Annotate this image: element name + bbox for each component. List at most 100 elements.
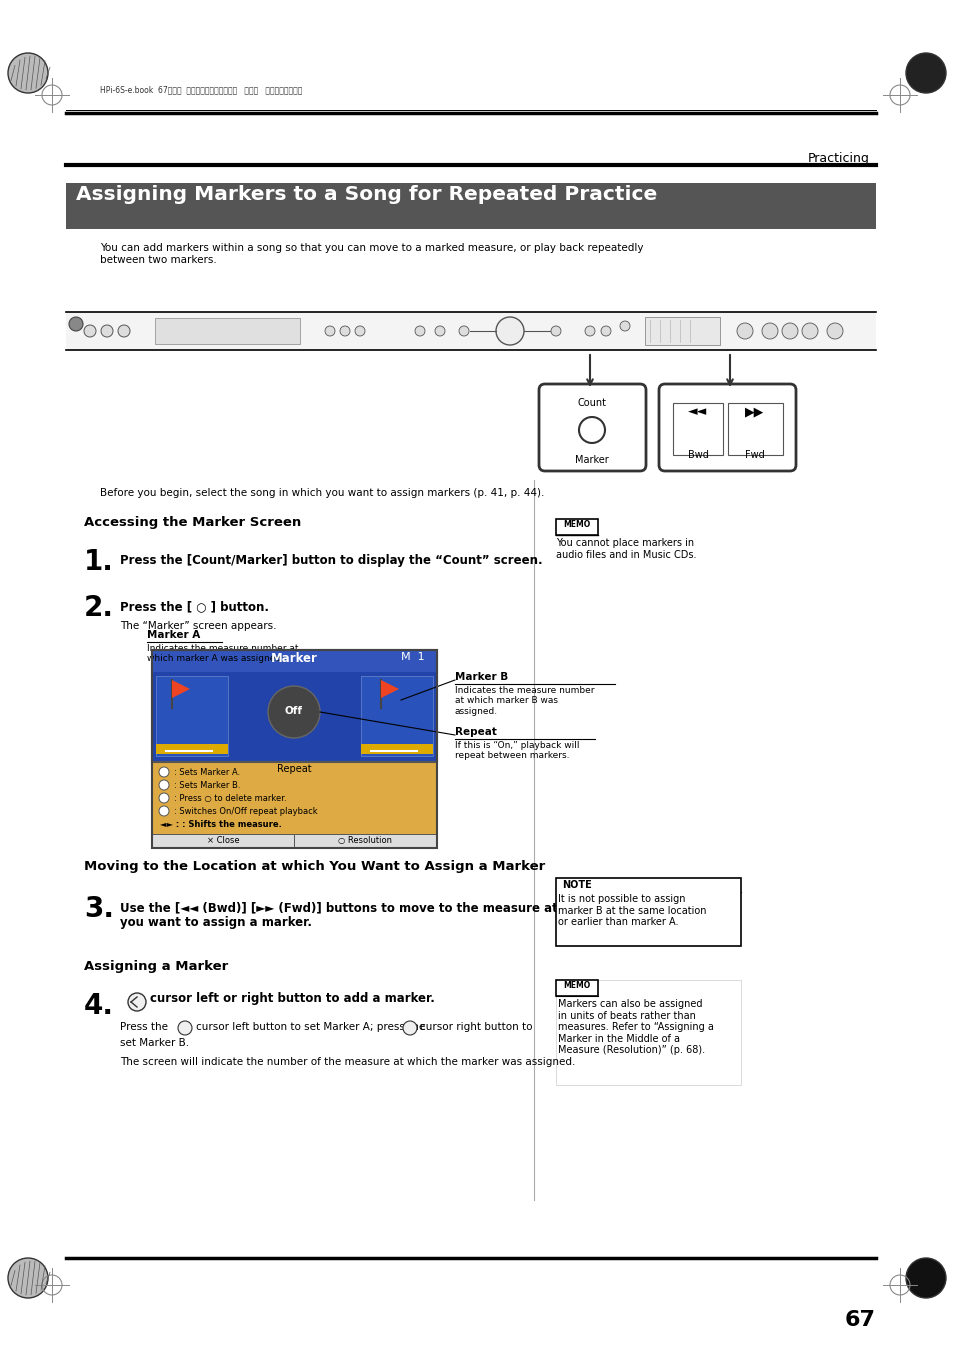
Text: ▶▶: ▶▶	[744, 405, 763, 417]
Circle shape	[600, 326, 610, 336]
Text: Accessing the Marker Screen: Accessing the Marker Screen	[84, 516, 301, 530]
Bar	[156, 676, 228, 757]
Text: Count: Count	[577, 399, 606, 408]
Circle shape	[159, 767, 169, 777]
Bar	[556, 878, 740, 946]
Circle shape	[101, 326, 112, 336]
Circle shape	[159, 793, 169, 802]
Text: Press the [ ○ ] button.: Press the [ ○ ] button.	[120, 600, 269, 613]
Circle shape	[458, 326, 469, 336]
Text: Repeat: Repeat	[276, 765, 311, 774]
Circle shape	[415, 326, 424, 336]
Text: ○ Resolution: ○ Resolution	[337, 836, 392, 844]
Bar	[152, 762, 436, 834]
Circle shape	[578, 417, 604, 443]
FancyBboxPatch shape	[659, 384, 795, 471]
Text: You cannot place markers in
audio files and in Music CDs.: You cannot place markers in audio files …	[556, 538, 696, 559]
Text: : Switches On/Off repeat playback: : Switches On/Off repeat playback	[173, 807, 317, 816]
Text: : Sets Marker A.: : Sets Marker A.	[173, 767, 240, 777]
Text: Fwd: Fwd	[744, 450, 764, 459]
Text: Before you begin, select the song in which you want to assign markers (p. 41, p.: Before you begin, select the song in whi…	[100, 488, 544, 499]
Circle shape	[619, 322, 629, 331]
Text: cursor left or right button to add a marker.: cursor left or right button to add a mar…	[150, 992, 435, 1005]
Bar	[152, 834, 294, 848]
Bar	[644, 317, 720, 345]
Bar	[556, 519, 598, 535]
Circle shape	[402, 1021, 416, 1035]
Circle shape	[781, 323, 797, 339]
FancyBboxPatch shape	[538, 384, 645, 471]
Text: cursor left button to set Marker A; press the: cursor left button to set Marker A; pres…	[195, 1021, 425, 1032]
Circle shape	[905, 53, 945, 93]
Text: Press the [Count/Marker] button to display the “Count” screen.: Press the [Count/Marker] button to displ…	[120, 554, 542, 567]
Bar	[360, 676, 433, 757]
Text: : Press ○ to delete marker.: : Press ○ to delete marker.	[173, 794, 286, 802]
Text: Assigning Markers to a Song for Repeated Practice: Assigning Markers to a Song for Repeated…	[76, 185, 657, 204]
Bar	[360, 744, 433, 754]
Circle shape	[178, 1021, 192, 1035]
Bar	[152, 650, 436, 671]
Circle shape	[551, 326, 560, 336]
Circle shape	[159, 780, 169, 790]
Circle shape	[496, 317, 523, 345]
Text: You can add markers within a song so that you can move to a marked measure, or p: You can add markers within a song so tha…	[100, 243, 643, 265]
Bar	[672, 403, 722, 455]
Bar	[727, 403, 782, 455]
Circle shape	[584, 326, 595, 336]
Text: : Sets Marker B.: : Sets Marker B.	[173, 781, 240, 790]
Text: Repeat: Repeat	[455, 727, 497, 738]
Circle shape	[737, 323, 752, 339]
Polygon shape	[172, 680, 190, 698]
Text: Marker A: Marker A	[147, 630, 200, 640]
Polygon shape	[380, 680, 398, 698]
Bar	[152, 671, 436, 762]
Text: Marker B: Marker B	[455, 671, 508, 682]
Circle shape	[826, 323, 842, 339]
Circle shape	[355, 326, 365, 336]
Text: NOTE: NOTE	[561, 880, 591, 890]
Bar	[556, 979, 598, 996]
Text: Assigning a Marker: Assigning a Marker	[84, 961, 228, 973]
Circle shape	[159, 807, 169, 816]
Text: The screen will indicate the number of the measure at which the marker was assig: The screen will indicate the number of t…	[120, 1056, 575, 1067]
Text: 2.: 2.	[84, 594, 113, 621]
Bar	[152, 650, 436, 762]
Bar	[66, 312, 875, 350]
Text: Off: Off	[285, 707, 303, 716]
Text: If this is “On,” playback will
repeat between markers.: If this is “On,” playback will repeat be…	[455, 740, 578, 761]
Text: × Close: × Close	[207, 836, 239, 844]
Text: MEMO: MEMO	[563, 981, 590, 990]
Text: 3.: 3.	[84, 894, 113, 923]
Circle shape	[8, 1258, 48, 1298]
Circle shape	[905, 1258, 945, 1298]
Bar	[556, 979, 740, 1085]
Text: Markers can also be assigned
in units of beats rather than
measures. Refer to “A: Markers can also be assigned in units of…	[558, 998, 713, 1055]
Text: ◄► : : Shifts the measure.: ◄► : : Shifts the measure.	[160, 820, 281, 830]
Circle shape	[801, 323, 817, 339]
Text: Indicates the measure number
at which marker B was
assigned.: Indicates the measure number at which ma…	[455, 686, 594, 716]
Text: Practicing: Practicing	[807, 153, 869, 165]
Circle shape	[69, 317, 83, 331]
Circle shape	[8, 53, 48, 93]
Text: Marker: Marker	[271, 653, 317, 665]
Bar	[156, 744, 228, 754]
Text: set Marker B.: set Marker B.	[120, 1038, 189, 1048]
Text: cursor right button to: cursor right button to	[419, 1021, 532, 1032]
Text: It is not possible to assign
marker B at the same location
or earlier than marke: It is not possible to assign marker B at…	[558, 894, 706, 927]
Text: Indicates the measure number at
which marker A was assigned.: Indicates the measure number at which ma…	[147, 644, 298, 663]
Circle shape	[268, 686, 319, 738]
Text: HPi-6S-e.book  67ページ  ２００７年１１月１９日   月曜日   午前１０晎３６分: HPi-6S-e.book 67ページ ２００７年１１月１９日 月曜日 午前１０…	[100, 85, 302, 95]
Text: Moving to the Location at which You Want to Assign a Marker: Moving to the Location at which You Want…	[84, 861, 545, 873]
Circle shape	[339, 326, 350, 336]
Bar	[152, 650, 436, 848]
Bar	[66, 182, 875, 230]
Text: Bwd: Bwd	[687, 450, 708, 459]
Text: Press the: Press the	[120, 1021, 168, 1032]
Text: ◄◄: ◄◄	[688, 405, 707, 417]
Text: 4.: 4.	[84, 992, 113, 1020]
Circle shape	[325, 326, 335, 336]
Text: 67: 67	[844, 1310, 875, 1329]
Circle shape	[84, 326, 96, 336]
Circle shape	[761, 323, 778, 339]
Bar	[154, 317, 299, 345]
